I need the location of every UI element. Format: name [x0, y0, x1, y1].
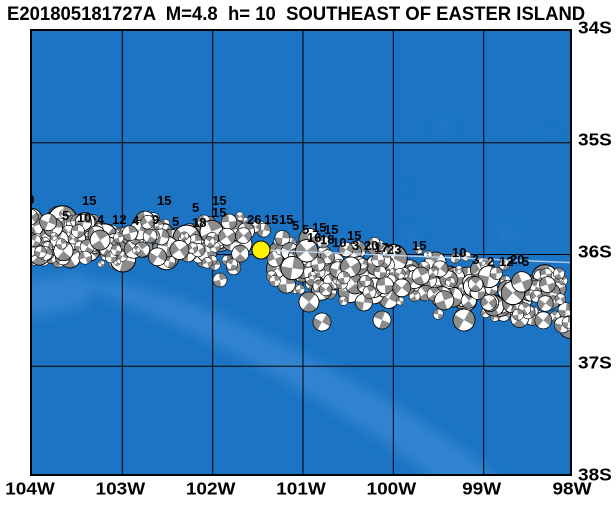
svg-text:15: 15 — [82, 193, 96, 208]
svg-text:23: 23 — [387, 242, 401, 257]
svg-text:15: 15 — [264, 212, 278, 227]
svg-text:26: 26 — [247, 212, 261, 227]
svg-text:12: 12 — [112, 212, 126, 227]
svg-text:30: 30 — [32, 192, 34, 207]
svg-text:5: 5 — [192, 200, 199, 215]
svg-text:10: 10 — [77, 210, 91, 225]
svg-text:9: 9 — [152, 212, 159, 227]
svg-text:15: 15 — [412, 238, 426, 253]
svg-text:5: 5 — [522, 254, 529, 269]
svg-text:3: 3 — [352, 238, 359, 253]
svg-text:10: 10 — [452, 245, 466, 260]
svg-text:18: 18 — [192, 215, 206, 230]
svg-text:15: 15 — [157, 193, 171, 208]
svg-text:2: 2 — [487, 254, 494, 269]
svg-text:4: 4 — [97, 212, 105, 227]
svg-text:15: 15 — [212, 205, 226, 220]
svg-text:5: 5 — [292, 218, 299, 233]
svg-text:3: 3 — [472, 252, 479, 267]
svg-text:4: 4 — [132, 213, 140, 228]
svg-text:10: 10 — [332, 235, 346, 250]
svg-text:5: 5 — [62, 208, 69, 223]
svg-text:5: 5 — [172, 214, 179, 229]
